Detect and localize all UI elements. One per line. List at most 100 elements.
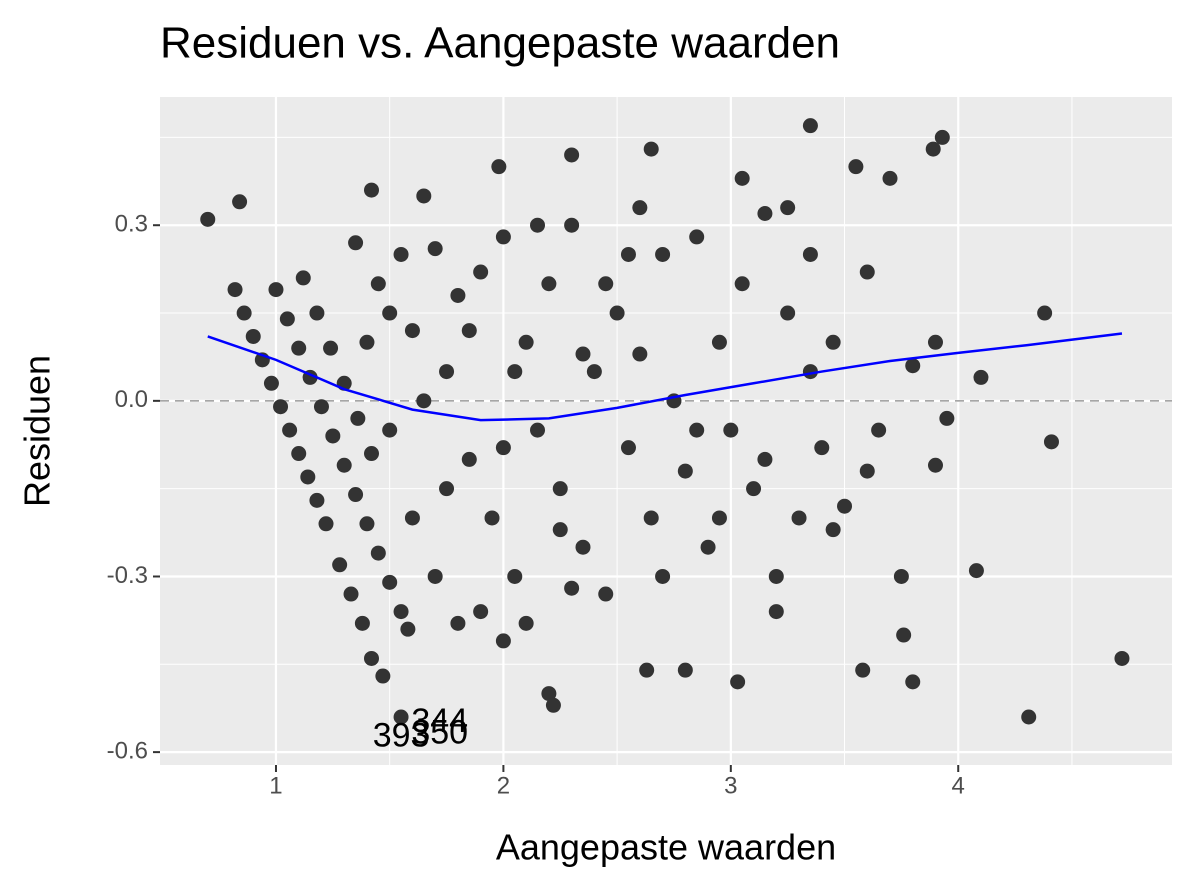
point [382,305,398,321]
x-tick-label: 4 [952,772,965,799]
y-axis-title: Residuen [17,355,58,507]
point [400,621,416,637]
point [925,141,941,157]
point [780,200,796,216]
point [655,568,671,584]
point [359,334,375,350]
point [734,276,750,292]
point [393,709,409,725]
point [893,568,909,584]
point [734,170,750,186]
point [871,422,887,438]
point-label: 350 [411,714,468,752]
point [632,346,648,362]
point [461,451,477,467]
point [291,340,307,356]
x-tick-label: 3 [724,772,737,799]
point [245,328,261,344]
point [814,440,830,456]
point [689,422,705,438]
y-tick-label: 0.0 [115,386,148,413]
point [552,481,568,497]
point [730,674,746,690]
point [598,586,614,602]
point [232,194,248,210]
point [263,375,279,391]
point-label: 393 [373,716,430,754]
point [620,246,636,262]
point [677,662,693,678]
point [439,481,455,497]
point [973,369,989,385]
point [332,557,348,573]
point [1043,434,1059,450]
point [450,287,466,303]
point [711,334,727,350]
point [1037,305,1053,321]
point [416,188,432,204]
point [575,346,591,362]
point [382,422,398,438]
point [632,200,648,216]
point [711,510,727,526]
point [768,604,784,620]
point [495,229,511,245]
point [677,463,693,479]
point [268,282,284,298]
point [461,323,477,339]
point [323,340,339,356]
point [370,276,386,292]
point [318,516,334,532]
point [416,393,432,409]
point [968,563,984,579]
point [382,574,398,590]
point [450,615,466,631]
point [495,633,511,649]
point [343,586,359,602]
point [300,469,316,485]
point [768,568,784,584]
point [336,457,352,473]
point [309,305,325,321]
point [518,334,534,350]
point [200,211,216,227]
point [507,364,523,380]
point [473,604,489,620]
point [848,159,864,175]
point [609,305,625,321]
point [363,182,379,198]
point [825,522,841,538]
point [236,305,252,321]
point [507,568,523,584]
point [427,241,443,257]
point [227,282,243,298]
y-tick-label: -0.3 [107,562,148,589]
point [689,229,705,245]
point [927,457,943,473]
point [354,615,370,631]
point [802,118,818,134]
point [530,217,546,233]
point [363,650,379,666]
point [564,580,580,596]
point [723,422,739,438]
point [1021,709,1037,725]
point [495,440,511,456]
point [325,428,341,444]
point [313,399,329,415]
point [791,510,807,526]
point [905,358,921,374]
x-axis-title: Aangepaste waarden [496,827,836,868]
point [586,364,602,380]
point [282,422,298,438]
point [757,206,773,222]
point-label: 344 [411,702,468,740]
y-tick-label: -0.6 [107,737,148,764]
point [643,510,659,526]
point [541,276,557,292]
point [564,217,580,233]
point [802,246,818,262]
point [393,246,409,262]
point [350,410,366,426]
point [545,697,561,713]
